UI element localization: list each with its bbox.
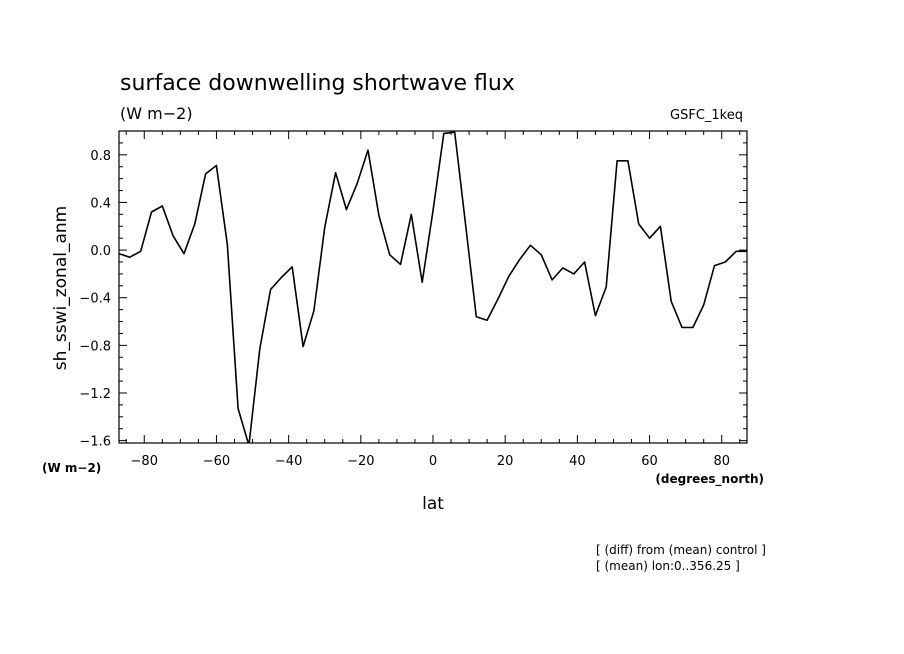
x-tick-label: 20 — [497, 454, 514, 469]
y-tick-label: 0.4 — [90, 196, 111, 211]
series-layer — [119, 131, 747, 443]
plot-frame — [118, 130, 748, 444]
note-diff-from-mean-control: [ (diff) from (mean) control ] — [596, 543, 766, 557]
x-axis-label: lat — [422, 494, 444, 514]
x-tick-label: −20 — [347, 454, 374, 469]
series-line-0 — [119, 131, 747, 443]
note-mean-lon: [ (mean) lon:0..356.25 ] — [596, 559, 740, 573]
model-label: GSFC_1keq — [670, 108, 743, 123]
x-tick-label: 60 — [641, 454, 658, 469]
y-tick-label: −1.6 — [79, 435, 111, 450]
x-tick-label: −80 — [131, 454, 158, 469]
y-axis-units: (W m−2) — [42, 461, 101, 475]
chart-title: surface downwelling shortwave flux — [120, 71, 515, 96]
x-tick-label: 0 — [429, 454, 437, 469]
x-tick-label: −60 — [203, 454, 230, 469]
x-tick-label: 40 — [569, 454, 586, 469]
x-axis-units: (degrees_north) — [655, 472, 764, 487]
y-tick-label: −1.2 — [79, 387, 111, 402]
y-tick-label: −0.4 — [79, 292, 111, 307]
x-tick-label: 80 — [713, 454, 730, 469]
y-axis-label: sh_sswi_zonal_anm — [51, 206, 71, 370]
y-tick-label: −0.8 — [79, 339, 111, 354]
x-tick-label: −40 — [275, 454, 302, 469]
x-axis-ticks: −80 −60 −40 −20 0 20 40 60 80 — [125, 131, 741, 469]
chart-units-label: (W m−2) — [120, 104, 193, 123]
y-axis-ticks: 0.8 0.4 0.0 −0.4 −0.8 −1.2 −1.6 — [79, 130, 747, 450]
y-tick-label: 0.0 — [90, 244, 111, 259]
y-tick-label: 0.8 — [90, 149, 111, 164]
